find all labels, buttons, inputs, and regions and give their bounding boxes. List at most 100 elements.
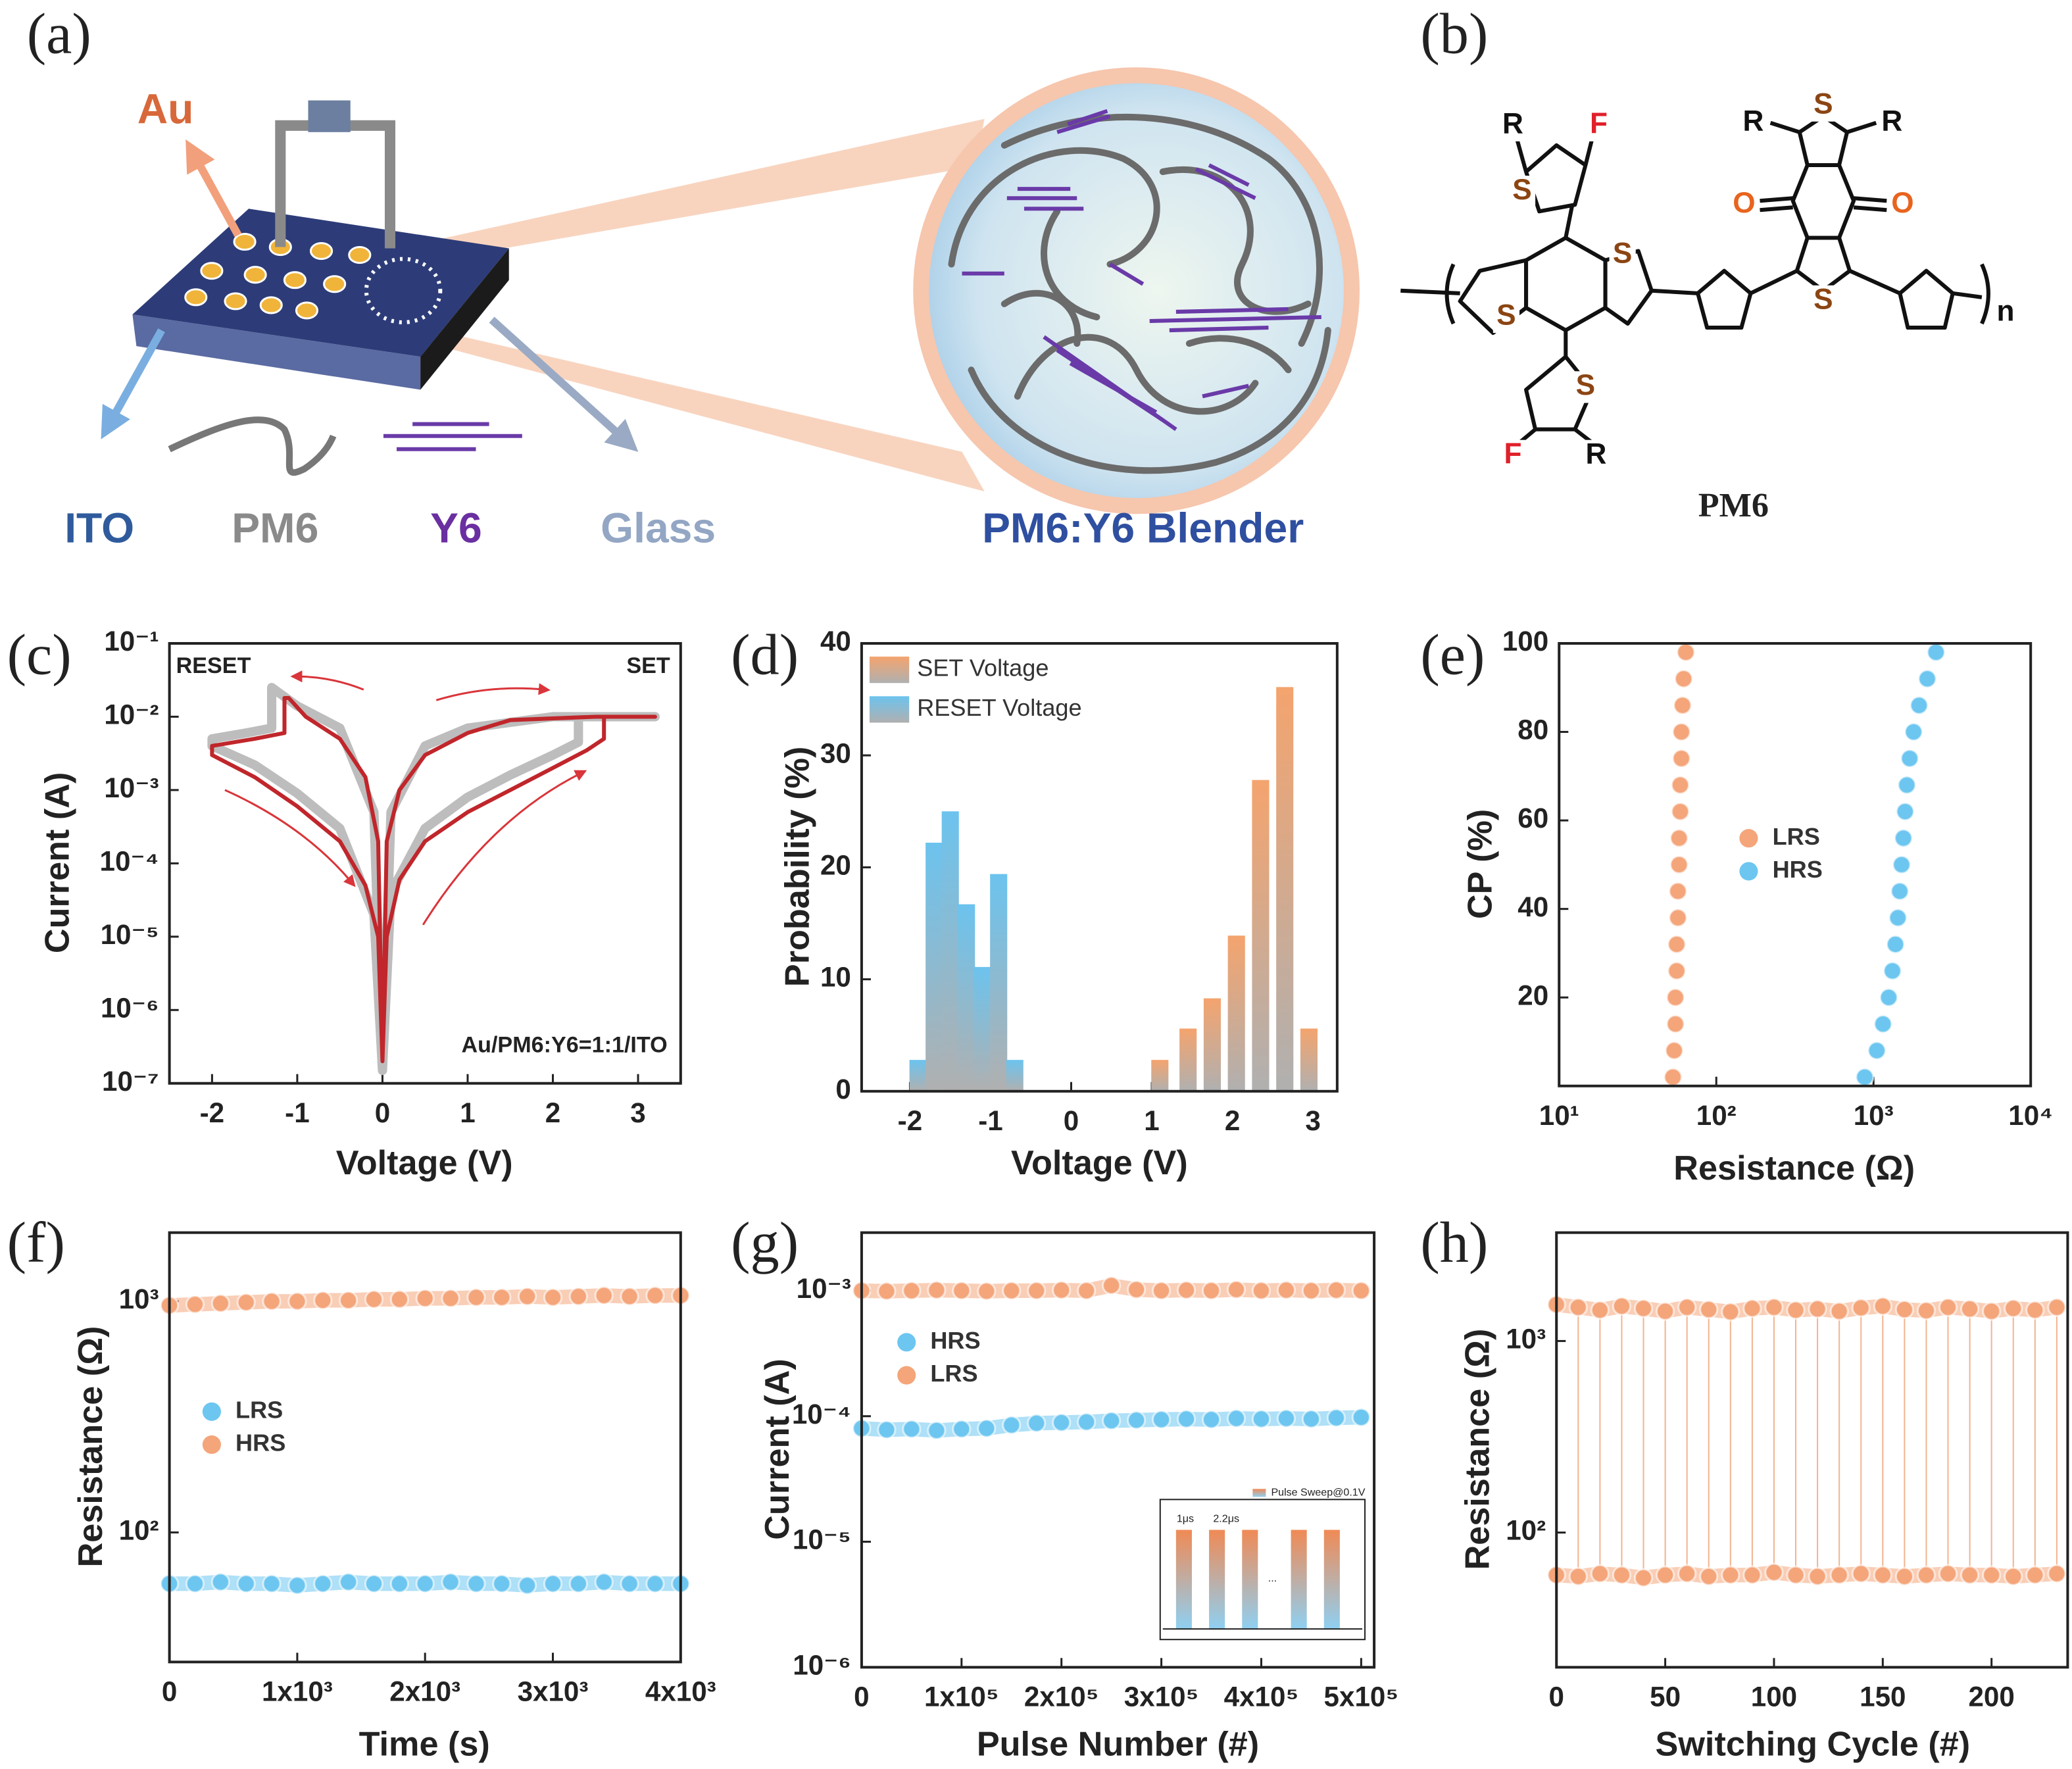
point — [1665, 1014, 1685, 1034]
atom-bg — [1508, 176, 1536, 208]
atom-label: S — [1576, 369, 1595, 401]
point — [441, 1289, 460, 1308]
atom-bg — [1879, 107, 1906, 139]
point — [1663, 1067, 1683, 1087]
chart-panel: (f) Time (s) Resistance (Ω) 0 1x10³ 2x10³ 3x10… — [7, 1210, 716, 1764]
point — [466, 1287, 486, 1307]
legend-swatch — [869, 696, 910, 723]
x-tick-label: 1x10³ — [262, 1676, 333, 1707]
y-tick-label: 10⁻⁵ — [793, 1524, 851, 1555]
point — [1612, 1565, 1632, 1585]
series-band — [1555, 1297, 2058, 1320]
bar — [1300, 1028, 1318, 1091]
plot-frame — [860, 1231, 1376, 1669]
blend-circle — [913, 67, 1360, 514]
panel-label: (h) — [1420, 1210, 1488, 1275]
point — [1982, 1301, 2002, 1321]
pulse — [1175, 1530, 1192, 1630]
x-tick-label: 2x10³ — [389, 1676, 460, 1707]
annotation: RESET — [176, 653, 251, 678]
y6-stacks — [962, 109, 1321, 432]
point — [466, 1574, 486, 1593]
point — [1665, 987, 1685, 1007]
bar — [958, 904, 975, 1091]
point — [1671, 722, 1691, 742]
y-axis-title: Probability (%) — [778, 747, 816, 987]
point — [441, 1572, 460, 1592]
point — [1894, 828, 1913, 848]
point — [1102, 1276, 1122, 1295]
inset-label: ... — [1268, 1572, 1277, 1584]
atom-label: R — [1502, 107, 1523, 139]
bar — [1179, 1028, 1197, 1091]
bar — [1203, 998, 1221, 1091]
y-axis-title: Current (A) — [758, 1358, 797, 1540]
point — [415, 1574, 435, 1593]
bar — [909, 1060, 927, 1091]
atom-label: F — [1504, 438, 1521, 470]
bar — [1227, 935, 1245, 1091]
point — [1152, 1281, 1172, 1301]
point — [210, 1572, 230, 1592]
point — [1895, 802, 1915, 822]
plot-frame — [168, 1231, 682, 1664]
atom-label: O — [1733, 187, 1755, 219]
point — [1851, 1298, 1871, 1318]
point — [262, 1291, 282, 1311]
point — [1916, 1301, 1936, 1320]
arrow — [185, 139, 242, 237]
x-tick-label: 0 — [854, 1682, 869, 1712]
legend-label: LRS — [930, 1360, 977, 1387]
electrode-label: Au — [137, 86, 194, 133]
pulse — [1209, 1530, 1225, 1630]
x-tick-label: 1 — [1144, 1105, 1159, 1136]
legend-label: Glass — [601, 504, 716, 551]
inset-legend-swatch — [1252, 1489, 1266, 1497]
point — [1829, 1301, 1849, 1321]
point — [1742, 1299, 1762, 1318]
bonds — [1400, 114, 1990, 445]
y-axis-title: Current (A) — [39, 772, 77, 954]
y-tick-label: 60 — [1517, 803, 1548, 834]
y-tick-label: 10⁻⁶ — [101, 992, 159, 1023]
point — [1276, 1280, 1296, 1300]
x-tick-label: -2 — [200, 1097, 224, 1128]
point — [1721, 1565, 1740, 1585]
x-axis-title: Voltage (V) — [336, 1144, 513, 1182]
point — [1077, 1281, 1097, 1301]
point — [364, 1289, 384, 1309]
legend-label: PM6 — [232, 504, 318, 551]
panel-label: (f) — [7, 1210, 65, 1275]
legend-label: Y6 — [430, 504, 482, 551]
y-tick-label: 10⁻³ — [797, 1273, 851, 1304]
point — [1568, 1566, 1588, 1586]
point — [2047, 1564, 2067, 1583]
x-tick-label: -1 — [978, 1105, 1002, 1136]
x-tick-label: 10³ — [1854, 1100, 1894, 1131]
point — [1664, 1041, 1684, 1060]
x-tick-label: 4x10³ — [645, 1676, 716, 1707]
legend-marker — [1739, 862, 1758, 881]
legend-marker — [1739, 829, 1758, 848]
point — [389, 1574, 409, 1593]
x-tick-label: 1x10⁵ — [924, 1682, 999, 1712]
point — [1721, 1302, 1740, 1322]
arrow — [101, 328, 165, 439]
point — [1699, 1566, 1719, 1586]
point — [543, 1574, 563, 1593]
y-axis-title: Resistance (Ω) — [72, 1326, 110, 1568]
panel-label: (d) — [731, 622, 799, 687]
pulse — [1323, 1530, 1340, 1630]
panel-label: (b) — [1420, 2, 1488, 66]
legend-marker — [202, 1435, 221, 1455]
point — [1900, 749, 1919, 768]
point — [364, 1574, 384, 1593]
point — [1879, 987, 1898, 1007]
point — [389, 1289, 409, 1309]
point — [645, 1574, 665, 1593]
y-tick-label: 0 — [835, 1074, 851, 1105]
device-side — [420, 248, 509, 390]
point — [1326, 1280, 1346, 1300]
point — [1276, 1408, 1296, 1428]
plot-frame — [860, 641, 1339, 1093]
